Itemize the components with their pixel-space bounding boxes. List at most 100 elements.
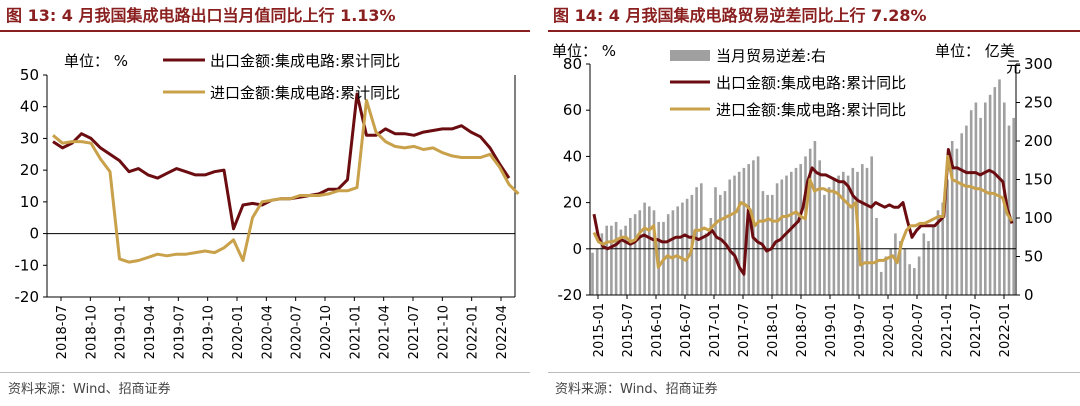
c2-deficit-bar bbox=[950, 141, 954, 295]
c1-x-tick-label: 2020-01 bbox=[231, 305, 246, 359]
c1-y-tick-label: 20 bbox=[20, 161, 39, 179]
panel1-title: 图 13: 4 月我国集成电路出口当月值同比上行 1.13% bbox=[6, 6, 396, 25]
c2-x-tick-label: 2019-01 bbox=[824, 303, 839, 357]
panel1-source: 资料来源：Wind、招商证券 bbox=[8, 382, 171, 397]
c2-deficit-bar bbox=[591, 252, 594, 295]
c2-deficit-bar bbox=[605, 225, 608, 295]
c2-x-tick-label: 2016-07 bbox=[679, 303, 694, 357]
c1-x-tick-label: 2019-07 bbox=[172, 305, 187, 359]
c2-deficit-bar bbox=[737, 171, 741, 295]
c2-deficit-bar bbox=[775, 183, 779, 295]
c1-y-tick-label: -10 bbox=[15, 256, 40, 274]
c1-y-tick-label: -20 bbox=[15, 288, 40, 306]
c2-deficit-bar bbox=[969, 110, 973, 295]
c2-x-tick-label: 2018-01 bbox=[766, 303, 781, 357]
c2-x-tick-label: 2016-01 bbox=[650, 303, 665, 357]
panel2-source-rule bbox=[548, 372, 1080, 373]
c1-x-tick-label: 2018-10 bbox=[84, 305, 99, 359]
c1-x-tick-label: 2021-04 bbox=[378, 305, 393, 359]
c2-deficit-bar bbox=[652, 210, 656, 295]
c2-deficit-bar bbox=[614, 221, 618, 295]
c2-deficit-bar bbox=[610, 225, 613, 295]
panel2-title-rule bbox=[548, 30, 1080, 32]
c2-deficit-bar bbox=[747, 164, 750, 295]
c2-x-tick-label: 2019-07 bbox=[853, 303, 868, 357]
c2-deficit-bar bbox=[813, 141, 817, 295]
panel1-title-rule bbox=[0, 30, 530, 32]
c2-deficit-bar bbox=[752, 160, 755, 296]
c2-legend-deficit-swatch bbox=[670, 50, 710, 61]
c2-deficit-bar bbox=[799, 164, 802, 295]
c2-deficit-bar bbox=[894, 233, 897, 295]
c2-deficit-bar bbox=[903, 248, 907, 295]
c1-legend-import-label: 进口金额:集成电路:累计同比 bbox=[210, 84, 400, 102]
c2-deficit-bar bbox=[889, 248, 892, 295]
c2-deficit-bar bbox=[846, 175, 850, 295]
c2-unit-label-left: 单位： % bbox=[552, 42, 616, 60]
c2-left-tick-label: 80 bbox=[563, 55, 582, 73]
c2-deficit-bar bbox=[1012, 117, 1015, 296]
c1-x-tick-label: 2020-04 bbox=[260, 305, 275, 359]
c2-deficit-bar bbox=[804, 156, 807, 295]
c2-deficit-bar bbox=[998, 79, 1001, 296]
c1-x-tick-label: 2022-04 bbox=[495, 305, 510, 359]
c2-left-tick-label: -20 bbox=[558, 286, 583, 304]
c2-deficit-bar bbox=[879, 271, 883, 295]
c2-deficit-bar bbox=[870, 156, 873, 295]
c2-deficit-bar bbox=[965, 125, 968, 295]
c2-deficit-bar bbox=[619, 229, 623, 295]
c1-x-tick-label: 2021-07 bbox=[407, 305, 422, 359]
c1-y-tick-label: 50 bbox=[20, 66, 39, 84]
c2-deficit-bar bbox=[936, 210, 940, 295]
c1-x-tick-label: 2020-10 bbox=[319, 305, 334, 359]
c2-deficit-bar bbox=[960, 133, 963, 295]
c1-x-tick-label: 2020-07 bbox=[290, 305, 305, 359]
c2-deficit-bar bbox=[638, 210, 642, 295]
c2-x-tick-label: 2021-07 bbox=[969, 303, 984, 357]
c2-deficit-bar bbox=[946, 179, 949, 295]
c2-deficit-bar bbox=[648, 206, 651, 295]
c2-deficit-bar bbox=[671, 210, 675, 295]
c2-deficit-bar bbox=[979, 117, 982, 296]
c2-deficit-bar bbox=[832, 179, 836, 295]
c2-deficit-bar bbox=[595, 248, 599, 295]
c2-deficit-bar bbox=[861, 164, 864, 295]
c2-deficit-bar bbox=[818, 160, 821, 296]
c2-deficit-bar bbox=[908, 264, 911, 295]
c2-deficit-bar bbox=[756, 156, 760, 295]
c2-x-tick-label: 2021-01 bbox=[940, 303, 955, 357]
c2-legend-deficit-label: 当月贸易逆差:右 bbox=[716, 47, 826, 65]
c2-import-line bbox=[592, 154, 1014, 269]
c2-deficit-bar bbox=[884, 256, 888, 295]
c2-deficit-bar bbox=[917, 256, 921, 295]
c1-y-tick-label: 10 bbox=[20, 193, 39, 211]
c2-deficit-bar bbox=[837, 175, 840, 295]
c2-x-tick-label: 2017-07 bbox=[737, 303, 752, 357]
c2-left-tick-label: 20 bbox=[563, 194, 582, 212]
c2-deficit-bar bbox=[704, 233, 708, 295]
c1-legend-export-label: 出口金额:集成电路:累计同比 bbox=[210, 52, 400, 70]
c2-deficit-bar bbox=[794, 167, 798, 295]
c2-deficit-bar bbox=[629, 218, 632, 295]
c2-right-tick-label: 50 bbox=[1024, 248, 1043, 266]
c2-deficit-bar bbox=[676, 206, 679, 295]
c1-x-tick-label: 2019-01 bbox=[114, 305, 129, 359]
c2-deficit-bar bbox=[842, 171, 845, 295]
c2-right-tick-label: 250 bbox=[1024, 94, 1053, 112]
c2-deficit-bar bbox=[823, 194, 826, 295]
c2-export-line bbox=[592, 148, 1014, 276]
c2-right-tick-label: 100 bbox=[1024, 209, 1053, 227]
c2-legend-export-label: 出口金额:集成电路:累计同比 bbox=[716, 74, 906, 92]
panel2-source: 资料来源：Wind、招商证券 bbox=[555, 382, 718, 397]
c2-unit-label-right: 单位： 亿美 bbox=[935, 42, 1015, 60]
c2-deficit-bar bbox=[733, 175, 736, 295]
c2-deficit-bar bbox=[742, 167, 746, 295]
c1-y-tick-label: 40 bbox=[20, 98, 39, 116]
c2-x-tick-label: 2015-01 bbox=[592, 303, 607, 357]
c2-x-tick-label: 2020-07 bbox=[911, 303, 926, 357]
c2-deficit-bar bbox=[633, 214, 637, 295]
c2-left-tick-label: 40 bbox=[563, 147, 582, 165]
c1-x-tick-label: 2021-10 bbox=[436, 305, 451, 359]
c2-deficit-bar bbox=[875, 218, 878, 295]
